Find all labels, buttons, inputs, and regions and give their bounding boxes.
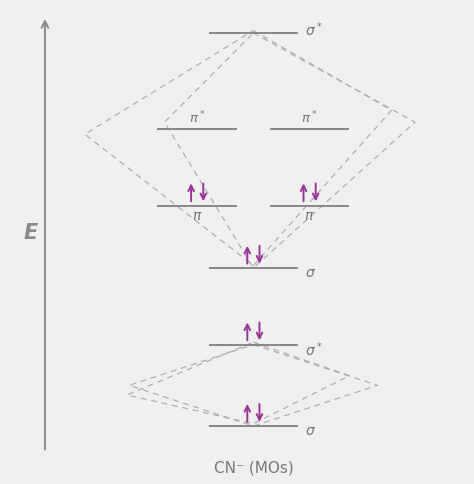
Text: $\pi^*$: $\pi^*$ (301, 109, 318, 126)
Text: $\pi$: $\pi$ (304, 209, 315, 223)
Text: $\sigma$: $\sigma$ (305, 423, 316, 437)
Text: CN⁻ (MOs): CN⁻ (MOs) (213, 459, 293, 474)
Text: $\pi$: $\pi$ (192, 209, 202, 223)
Text: E: E (24, 223, 38, 242)
Text: $\sigma$: $\sigma$ (305, 265, 316, 279)
Text: $\sigma^*$: $\sigma^*$ (305, 339, 323, 358)
Text: $\pi^*$: $\pi^*$ (189, 109, 206, 126)
Text: $\sigma^*$: $\sigma^*$ (305, 21, 323, 39)
